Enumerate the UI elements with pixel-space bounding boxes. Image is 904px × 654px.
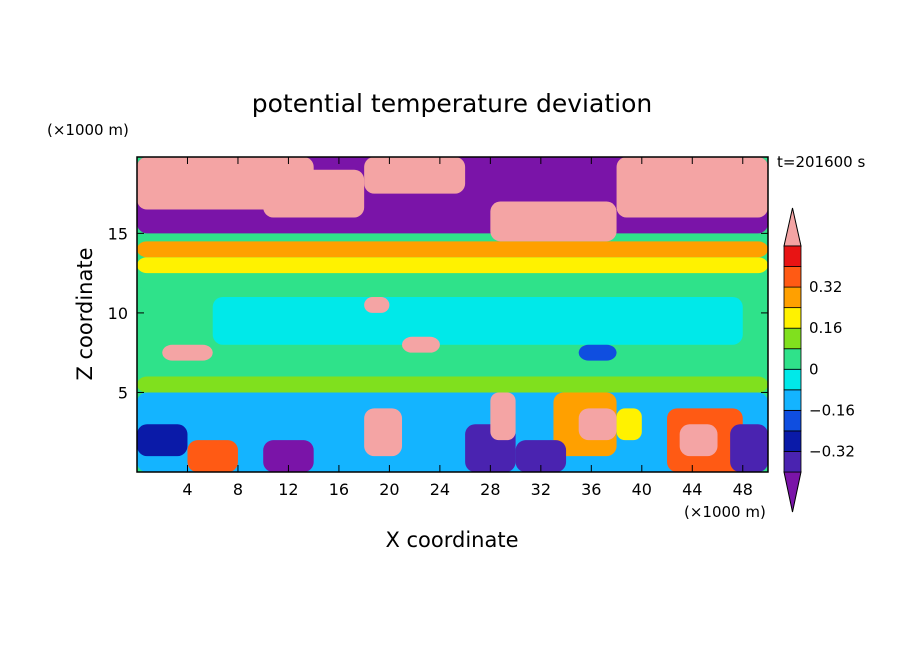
chart-title: potential temperature deviation <box>252 89 652 118</box>
colorbar-extend-max <box>783 207 802 247</box>
heatmap-region <box>137 241 768 258</box>
x-tick-label: 24 <box>430 480 450 499</box>
heatmap-region <box>616 157 768 218</box>
x-tick-label: 32 <box>531 480 551 499</box>
y-axis-label: Z coordinate <box>73 247 97 380</box>
colorbar-swatch <box>783 327 802 350</box>
colorbar-label: −0.32 <box>809 442 855 460</box>
heatmap-region <box>578 344 617 361</box>
y-tick-label: 5 <box>118 383 128 402</box>
colorbar-label: 0 <box>809 360 819 378</box>
colorbar-swatch <box>783 348 802 370</box>
x-tick-label: 36 <box>581 480 601 499</box>
colorbar-extend-min <box>783 471 802 513</box>
colorbar-label: −0.16 <box>809 401 855 419</box>
colorbar-swatch <box>783 389 802 411</box>
heatmap-region <box>490 201 617 242</box>
heatmap-region <box>162 344 213 361</box>
heatmap-region <box>490 392 516 441</box>
colorbar-swatch <box>783 451 802 473</box>
x-tick-label: 44 <box>682 480 702 499</box>
y-unit-label: (×1000 m) <box>47 121 129 139</box>
heatmap-region <box>263 169 365 218</box>
x-tick-label: 4 <box>182 480 192 499</box>
heatmap-region <box>187 440 238 472</box>
heatmap-region <box>679 424 718 457</box>
heatmap-region <box>212 297 743 345</box>
plot-frame <box>136 156 769 473</box>
colorbar: −0.32 −0.16 0 0.16 0.32 <box>783 207 855 513</box>
colorbar-swatch <box>783 409 802 432</box>
y-axis: 5 10 15 <box>108 224 768 402</box>
colorbar-swatch <box>783 245 802 267</box>
x-axis: 4 8 12 16 20 24 28 32 36 40 44 48 <box>182 157 753 499</box>
heatmap-region <box>578 408 617 441</box>
colorbar-swatch <box>783 307 802 329</box>
colorbar-swatch <box>783 368 802 391</box>
plot-area <box>136 156 769 473</box>
x-tick-label: 16 <box>329 480 349 499</box>
colorbar-swatch <box>783 286 802 309</box>
colorbar-swatch <box>783 266 802 288</box>
heatmap-region <box>616 408 642 441</box>
colorbar-swatch <box>783 430 802 452</box>
heatmap-region <box>137 257 768 274</box>
heatmap-region <box>402 336 440 353</box>
colorbar-label: 0.16 <box>809 319 842 337</box>
x-unit-label: (×1000 m) <box>684 503 766 521</box>
heatmap-region <box>364 297 390 313</box>
heatmap-region <box>263 440 314 472</box>
x-tick-label: 8 <box>233 480 243 499</box>
x-tick-label: 12 <box>278 480 298 499</box>
heatmap-region <box>137 273 768 290</box>
y-tick-label: 15 <box>108 224 128 243</box>
x-tick-label: 20 <box>379 480 399 499</box>
heatmap-region <box>137 424 188 457</box>
heatmap-region <box>364 408 403 457</box>
x-tick-label: 40 <box>632 480 652 499</box>
heatmap-region <box>364 157 466 194</box>
time-label: t=201600 s <box>777 153 865 171</box>
colorbar-label: 0.32 <box>809 278 842 296</box>
x-tick-label: 48 <box>733 480 753 499</box>
x-tick-label: 28 <box>480 480 500 499</box>
heatmap-region <box>137 376 768 393</box>
y-tick-label: 10 <box>108 304 128 323</box>
heatmap-region <box>730 424 768 472</box>
x-axis-label: X coordinate <box>385 528 518 552</box>
heatmap-region <box>515 440 567 472</box>
